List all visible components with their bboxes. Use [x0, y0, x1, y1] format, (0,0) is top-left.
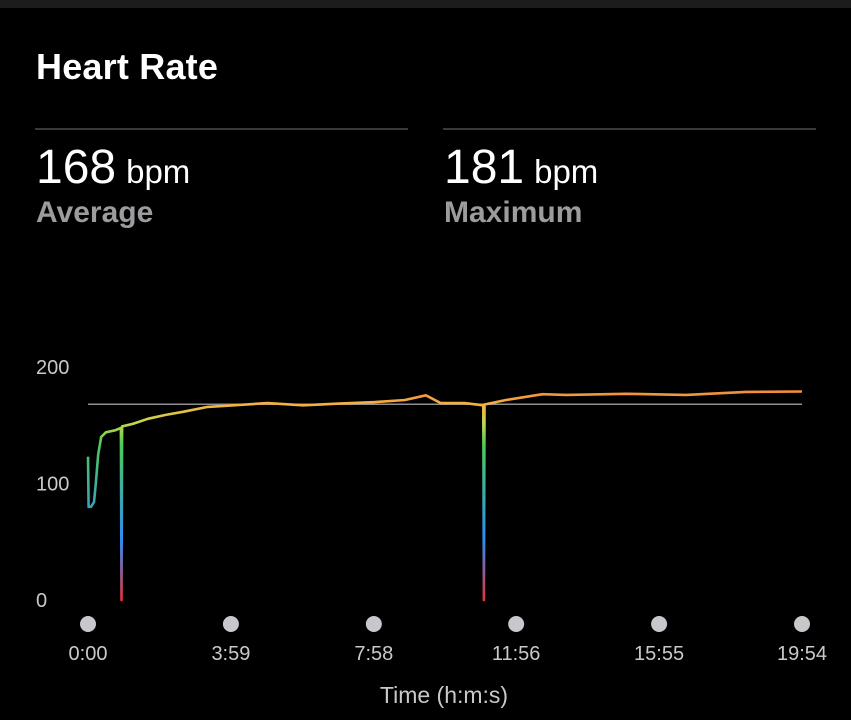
- average-stat: 168 bpm Average: [36, 140, 190, 231]
- maximum-value: 181: [444, 141, 525, 194]
- maximum-unit: bpm: [534, 153, 599, 190]
- y-tick-label: 0: [36, 590, 47, 612]
- heart-rate-line: [86, 390, 803, 602]
- x-tick-dot: [80, 616, 96, 632]
- x-tick-dot: [365, 616, 382, 632]
- x-tick-dot: [508, 616, 525, 632]
- x-tick-label: 11:56: [492, 643, 541, 665]
- x-tick-label: 3:59: [211, 643, 250, 665]
- x-tick-label: 0:00: [69, 643, 108, 665]
- x-tick-dot: [222, 616, 239, 632]
- maximum-value-row: 181 bpm: [444, 140, 598, 195]
- x-axis-title: Time (h:m:s): [380, 682, 508, 708]
- x-axis-ticks: 0:00 3:59 7:58 11:56 15:55 19:54: [69, 616, 827, 665]
- heart-rate-chart: 0 100 200 0:00 3:59 7:58 11:56 15:55 19:54 Time…: [36, 357, 827, 708]
- average-value: 168: [36, 141, 117, 194]
- y-axis-ticks: 0 100 200: [36, 357, 69, 612]
- y-tick-label: 100: [36, 474, 69, 496]
- top-strip: [0, 0, 851, 8]
- x-tick-dot: [794, 616, 810, 632]
- x-tick-label: 19:54: [777, 643, 827, 665]
- average-unit: bpm: [126, 153, 191, 190]
- y-tick-label: 200: [36, 357, 69, 379]
- divider-maximum: [443, 128, 816, 130]
- average-label: Average: [36, 196, 154, 229]
- page-title: Heart Rate: [36, 46, 219, 87]
- x-tick-dot: [651, 616, 668, 632]
- average-value-row: 168 bpm: [36, 140, 190, 195]
- heart-rate-series: [86, 390, 803, 602]
- divider-average: [35, 128, 408, 130]
- maximum-label: Maximum: [444, 196, 583, 229]
- x-tick-label: 15:55: [634, 643, 684, 665]
- maximum-stat: 181 bpm Maximum: [444, 140, 598, 231]
- x-tick-label: 7:58: [354, 643, 393, 665]
